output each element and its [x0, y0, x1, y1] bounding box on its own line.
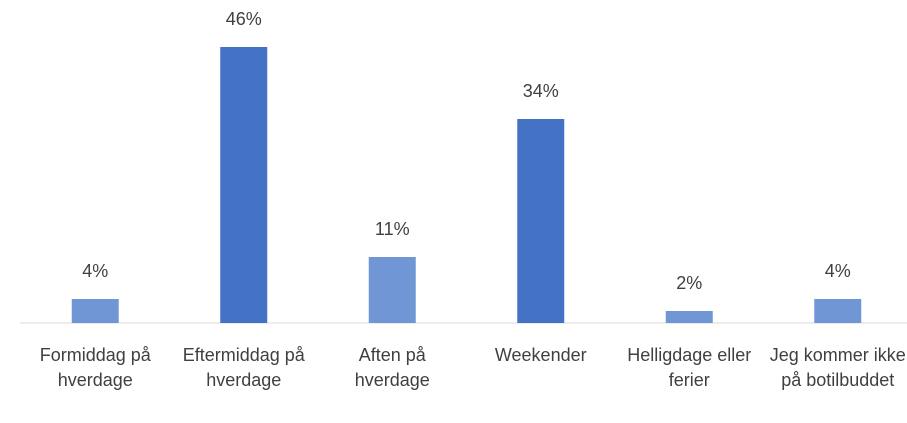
bar [665, 311, 713, 323]
x-tick-label: Aften på hverdage [354, 345, 430, 390]
x-tick-label: Formiddag på hverdage [39, 345, 151, 390]
x-tick-label: Weekender [494, 345, 587, 365]
data-label: 4% [825, 261, 851, 281]
data-label: 2% [676, 273, 702, 293]
bar [71, 299, 119, 323]
x-tick-label: Helligdage eller ferier [627, 345, 752, 390]
bar [517, 119, 565, 323]
data-label: 46% [226, 9, 262, 29]
x-tick-label: Jeg kommer ikke på botilbuddet [769, 345, 906, 390]
data-label: 34% [523, 81, 559, 101]
data-label: 11% [375, 219, 410, 239]
bar [368, 257, 416, 323]
data-label: 4% [82, 261, 108, 281]
x-tick-label: Eftermiddag på hverdage [182, 345, 305, 390]
bar [814, 299, 862, 323]
bar [220, 47, 268, 323]
